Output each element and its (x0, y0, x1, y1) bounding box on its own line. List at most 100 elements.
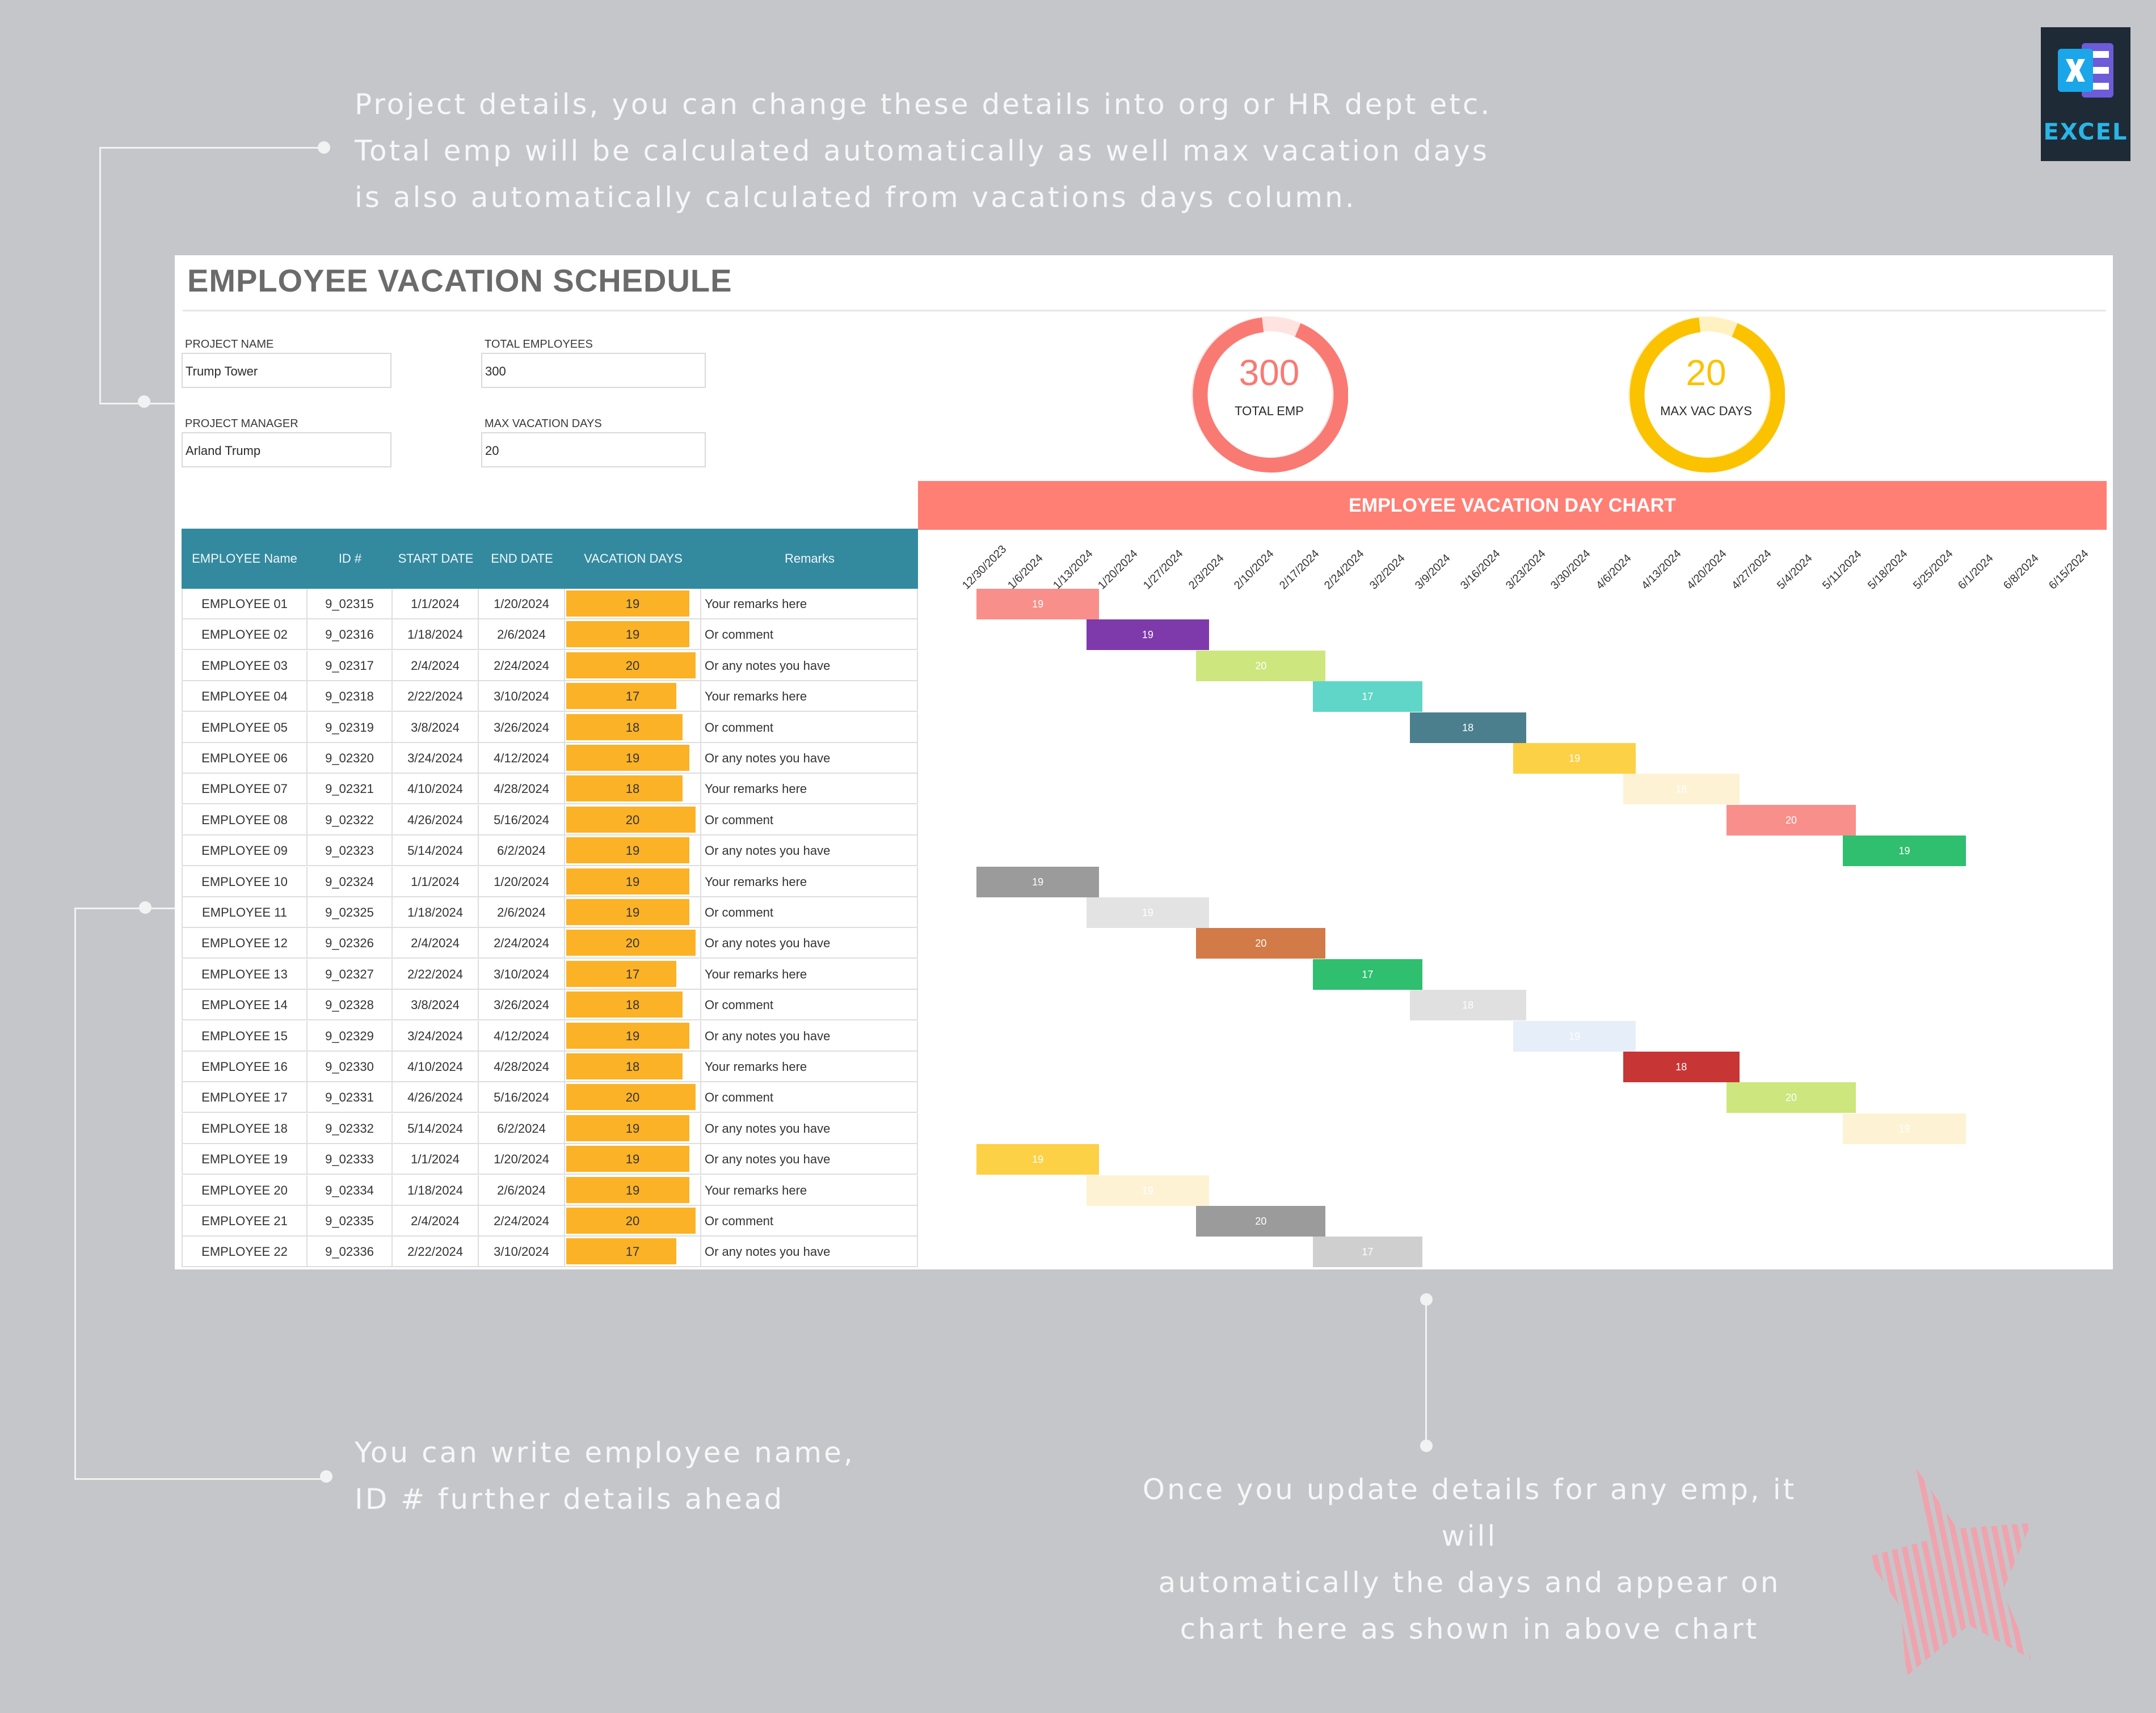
employee-name-cell[interactable]: EMPLOYEE 14 (182, 990, 308, 1021)
end-date-cell[interactable]: 1/20/2024 (479, 866, 565, 897)
employee-name-cell[interactable]: EMPLOYEE 15 (182, 1020, 308, 1052)
employee-name-cell[interactable]: EMPLOYEE 06 (182, 743, 308, 774)
remarks-cell[interactable]: Or any notes you have (701, 1144, 918, 1175)
id-cell[interactable]: 9_02315 (308, 589, 393, 619)
id-cell[interactable]: 9_02335 (308, 1206, 393, 1237)
id-cell[interactable]: 9_02330 (308, 1052, 393, 1082)
remarks-cell[interactable]: Your remarks here (701, 1052, 918, 1082)
id-cell[interactable]: 9_02334 (308, 1175, 393, 1206)
total-employees-field[interactable]: 300 (481, 353, 706, 388)
gantt-bar[interactable]: 20 (1196, 928, 1326, 959)
gantt-bar[interactable]: 20 (1727, 804, 1856, 836)
remarks-cell[interactable]: Your remarks here (701, 774, 918, 805)
gantt-bar[interactable]: 19 (1843, 836, 1966, 867)
gantt-bar[interactable]: 18 (1623, 1052, 1740, 1082)
vacation-days-cell[interactable]: 18 (565, 1052, 701, 1082)
employee-name-cell[interactable]: EMPLOYEE 19 (182, 1144, 308, 1175)
start-date-cell[interactable]: 1/18/2024 (393, 897, 479, 928)
start-date-cell[interactable]: 4/26/2024 (393, 804, 479, 836)
table-row[interactable]: EMPLOYEE 01 9_02315 1/1/2024 1/20/2024 19 You… (182, 589, 918, 619)
employee-name-cell[interactable]: EMPLOYEE 03 (182, 650, 308, 681)
end-date-cell[interactable]: 1/20/2024 (479, 1144, 565, 1175)
start-date-cell[interactable]: 1/18/2024 (393, 1175, 479, 1206)
vacation-days-cell[interactable]: 18 (565, 712, 701, 743)
id-cell[interactable]: 9_02328 (308, 990, 393, 1021)
end-date-cell[interactable]: 2/6/2024 (479, 1175, 565, 1206)
remarks-cell[interactable]: Or comment (701, 712, 918, 743)
id-cell[interactable]: 9_02331 (308, 1082, 393, 1113)
start-date-cell[interactable]: 2/4/2024 (393, 928, 479, 959)
vacation-days-cell[interactable]: 20 (565, 1206, 701, 1237)
gantt-bar[interactable]: 19 (1086, 1175, 1210, 1206)
gantt-bar[interactable]: 19 (976, 589, 1100, 619)
end-date-cell[interactable]: 2/6/2024 (479, 619, 565, 651)
table-row[interactable]: EMPLOYEE 17 9_02331 4/26/2024 5/16/2024 20 Or… (182, 1082, 918, 1113)
remarks-cell[interactable]: Or any notes you have (701, 650, 918, 681)
vacation-days-cell[interactable]: 20 (565, 804, 701, 836)
remarks-cell[interactable]: Or any notes you have (701, 1020, 918, 1052)
table-row[interactable]: EMPLOYEE 04 9_02318 2/22/2024 3/10/2024 17 Yo… (182, 681, 918, 712)
gantt-bar[interactable]: 20 (1196, 650, 1326, 681)
remarks-cell[interactable]: Or any notes you have (701, 928, 918, 959)
end-date-cell[interactable]: 4/12/2024 (479, 1020, 565, 1052)
table-row[interactable]: EMPLOYEE 10 9_02324 1/1/2024 1/20/2024 19 You… (182, 866, 918, 897)
employee-name-cell[interactable]: EMPLOYEE 12 (182, 928, 308, 959)
employee-name-cell[interactable]: EMPLOYEE 17 (182, 1082, 308, 1113)
remarks-cell[interactable]: Or comment (701, 990, 918, 1021)
end-date-cell[interactable]: 3/10/2024 (479, 681, 565, 712)
remarks-cell[interactable]: Or comment (701, 619, 918, 651)
vacation-days-cell[interactable]: 17 (565, 681, 701, 712)
gantt-bar[interactable]: 20 (1196, 1206, 1326, 1237)
employee-name-cell[interactable]: EMPLOYEE 04 (182, 681, 308, 712)
column-header-start-date[interactable]: START DATE (398, 551, 474, 566)
end-date-cell[interactable]: 2/24/2024 (479, 928, 565, 959)
remarks-cell[interactable]: Or any notes you have (701, 836, 918, 867)
max-vacation-days-field[interactable]: 20 (481, 432, 706, 467)
table-row[interactable]: EMPLOYEE 19 9_02333 1/1/2024 1/20/2024 19 Or … (182, 1144, 918, 1175)
gantt-bar[interactable]: 17 (1312, 1237, 1423, 1268)
remarks-cell[interactable]: Or any notes you have (701, 743, 918, 774)
gantt-bar[interactable]: 17 (1312, 681, 1423, 712)
id-cell[interactable]: 9_02326 (308, 928, 393, 959)
end-date-cell[interactable]: 2/24/2024 (479, 650, 565, 681)
gantt-bar[interactable]: 18 (1623, 774, 1740, 805)
id-cell[interactable]: 9_02317 (308, 650, 393, 681)
employee-name-cell[interactable]: EMPLOYEE 22 (182, 1237, 308, 1268)
gantt-bar[interactable]: 19 (1843, 1113, 1966, 1144)
vacation-days-cell[interactable]: 20 (565, 650, 701, 681)
start-date-cell[interactable]: 3/24/2024 (393, 743, 479, 774)
end-date-cell[interactable]: 3/26/2024 (479, 990, 565, 1021)
remarks-cell[interactable]: Your remarks here (701, 681, 918, 712)
start-date-cell[interactable]: 1/18/2024 (393, 619, 479, 651)
remarks-cell[interactable]: Or comment (701, 1082, 918, 1113)
gantt-bar[interactable]: 19 (1513, 1020, 1636, 1052)
id-cell[interactable]: 9_02327 (308, 959, 393, 990)
end-date-cell[interactable]: 4/28/2024 (479, 1052, 565, 1082)
start-date-cell[interactable]: 1/1/2024 (393, 866, 479, 897)
remarks-cell[interactable]: Your remarks here (701, 959, 918, 990)
id-cell[interactable]: 9_02336 (308, 1237, 393, 1268)
start-date-cell[interactable]: 1/1/2024 (393, 1144, 479, 1175)
start-date-cell[interactable]: 4/10/2024 (393, 774, 479, 805)
column-header-id[interactable]: ID # (338, 551, 362, 566)
employee-name-cell[interactable]: EMPLOYEE 07 (182, 774, 308, 805)
end-date-cell[interactable]: 3/10/2024 (479, 1237, 565, 1268)
table-row[interactable]: EMPLOYEE 16 9_02330 4/10/2024 4/28/2024 18 Yo… (182, 1052, 918, 1082)
employee-name-cell[interactable]: EMPLOYEE 09 (182, 836, 308, 867)
gantt-bar[interactable]: 19 (976, 1144, 1100, 1175)
table-row[interactable]: EMPLOYEE 15 9_02329 3/24/2024 4/12/2024 19 Or… (182, 1020, 918, 1052)
employee-name-cell[interactable]: EMPLOYEE 21 (182, 1206, 308, 1237)
end-date-cell[interactable]: 1/20/2024 (479, 589, 565, 619)
vacation-days-cell[interactable]: 19 (565, 1175, 701, 1206)
employee-name-cell[interactable]: EMPLOYEE 20 (182, 1175, 308, 1206)
remarks-cell[interactable]: Or comment (701, 1206, 918, 1237)
start-date-cell[interactable]: 2/22/2024 (393, 959, 479, 990)
gantt-bar[interactable]: 19 (976, 866, 1100, 897)
employee-name-cell[interactable]: EMPLOYEE 02 (182, 619, 308, 651)
start-date-cell[interactable]: 4/10/2024 (393, 1052, 479, 1082)
remarks-cell[interactable]: Your remarks here (701, 589, 918, 619)
id-cell[interactable]: 9_02332 (308, 1113, 393, 1144)
table-row[interactable]: EMPLOYEE 12 9_02326 2/4/2024 2/24/2024 20 Or … (182, 928, 918, 959)
column-header-vacation-days[interactable]: VACATION DAYS (584, 551, 683, 566)
remarks-cell[interactable]: Or comment (701, 897, 918, 928)
